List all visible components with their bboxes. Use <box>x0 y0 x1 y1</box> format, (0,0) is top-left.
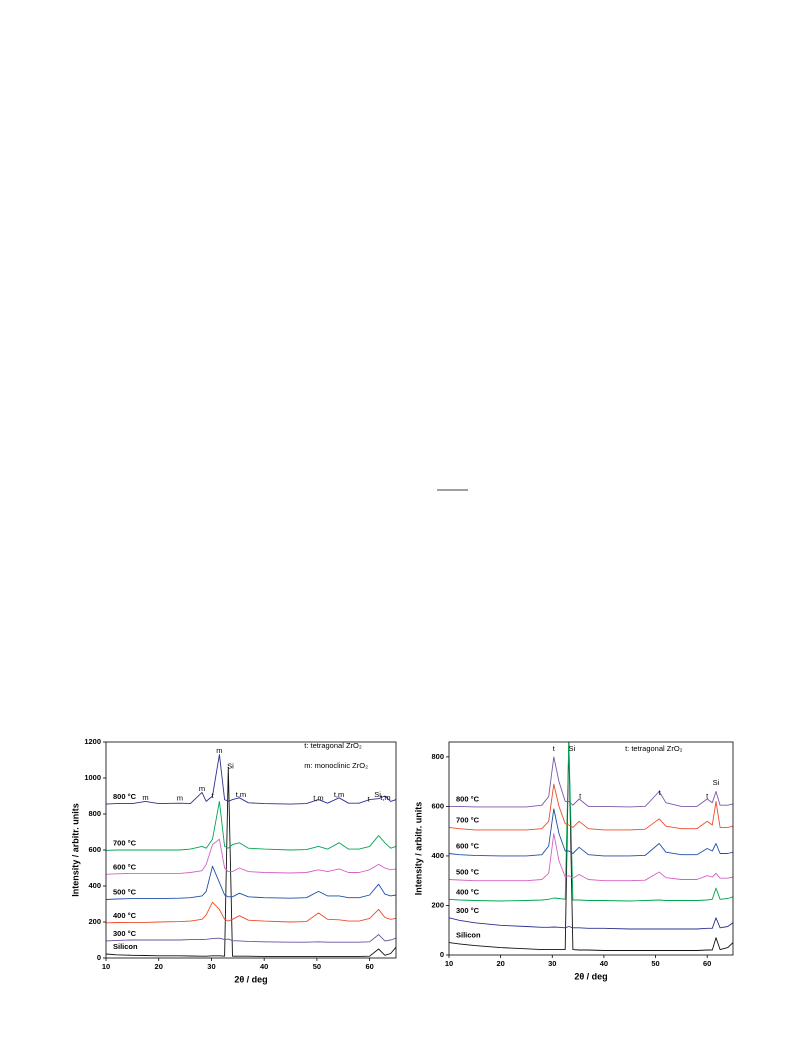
y-tick-label: 600 <box>88 845 101 854</box>
annotation: t,m <box>334 790 344 799</box>
annotation: m <box>216 746 222 755</box>
annotation: t: tetragonal ZrO₂ <box>304 741 362 750</box>
spectrum <box>106 754 396 805</box>
x-tick-label: 30 <box>207 962 215 971</box>
annotation: t <box>368 795 371 804</box>
spectrum <box>106 934 396 943</box>
y-tick-label: 0 <box>440 950 444 959</box>
spectrum <box>449 742 733 951</box>
annotation: t,m <box>313 794 323 803</box>
spectrum <box>106 800 396 851</box>
series-label: 400 °C <box>113 911 137 920</box>
annotation: m <box>199 784 205 793</box>
spectrum <box>449 917 733 930</box>
y-tick-label: 800 <box>431 752 444 761</box>
annotation: m <box>142 793 148 802</box>
annotation: t <box>211 791 214 800</box>
annotation: t,m <box>380 793 390 802</box>
series-label: 700 °C <box>113 838 137 847</box>
spectrum <box>449 756 733 808</box>
x-tick-label: 30 <box>548 959 556 968</box>
x-tick-label: 50 <box>313 962 321 971</box>
x-tick-label: 60 <box>703 959 711 968</box>
y-tick-label: 400 <box>431 851 444 860</box>
series-label: 500 °C <box>456 867 480 876</box>
annotation: Si <box>569 744 576 753</box>
series-label: 500 °C <box>113 887 137 896</box>
spectrum <box>449 742 733 902</box>
annotation: t <box>706 791 709 800</box>
y-tick-label: 800 <box>88 809 101 818</box>
annotation: Si <box>227 761 234 770</box>
spectrum <box>106 865 396 900</box>
annotation: t <box>579 791 582 800</box>
x-tick-label: 10 <box>102 962 110 971</box>
y-axis-label: Intensity / arbitr. units <box>413 802 423 896</box>
x-axis-label: 2θ / deg <box>234 974 267 984</box>
x-tick-label: 40 <box>600 959 608 968</box>
spectrum <box>106 766 396 958</box>
annotation: t <box>553 744 556 753</box>
series-label: 700 °C <box>456 815 480 824</box>
annotation: Si <box>713 778 720 787</box>
annotation: m <box>177 794 183 803</box>
x-tick-label: 50 <box>651 959 659 968</box>
x-tick-label: 20 <box>496 959 504 968</box>
series-label: 800 °C <box>113 792 137 801</box>
spectrum <box>449 808 733 857</box>
y-tick-label: 400 <box>88 881 101 890</box>
series-label: 800 °C <box>456 794 480 803</box>
y-axis-label: Intensity / arbitr. units <box>70 803 80 897</box>
y-tick-label: 200 <box>431 900 444 909</box>
annotation: m: monoclinic ZrO₂ <box>304 761 368 770</box>
plot-frame <box>448 741 734 956</box>
series-label: 600 °C <box>456 841 480 850</box>
x-tick-label: 40 <box>260 962 268 971</box>
annotation: Si <box>374 790 381 799</box>
spectrum <box>106 901 396 924</box>
series-label: 400 °C <box>456 887 480 896</box>
y-tick-label: 200 <box>88 917 101 926</box>
annotation: t <box>659 788 662 797</box>
x-tick-label: 10 <box>445 959 453 968</box>
annotation: t,m <box>236 790 246 799</box>
spectrum <box>449 783 733 831</box>
series-label: 300 °C <box>113 929 137 938</box>
spectrum <box>106 838 396 875</box>
spectrum <box>449 833 733 882</box>
y-tick-label: 600 <box>431 801 444 810</box>
series-label: 600 °C <box>113 862 137 871</box>
y-tick-label: 1000 <box>84 773 101 782</box>
x-axis-label: 2θ / deg <box>574 971 607 981</box>
y-tick-label: 1200 <box>84 737 101 746</box>
series-label: Silicon <box>456 931 481 940</box>
x-tick-label: 60 <box>365 962 373 971</box>
annotation: t: tetragonal ZrO₂ <box>625 744 683 753</box>
x-tick-label: 20 <box>155 962 163 971</box>
series-label: Silicon <box>113 942 138 951</box>
y-tick-label: 0 <box>97 953 101 962</box>
series-label: 300 °C <box>456 906 480 915</box>
